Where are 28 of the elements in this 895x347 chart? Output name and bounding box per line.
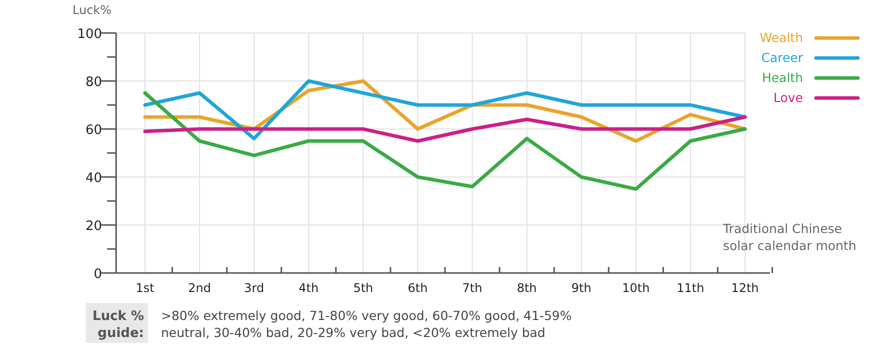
x-tick-label: 2nd: [188, 281, 211, 295]
y-tick-label: 40: [86, 171, 102, 186]
y-tick-label: 60: [86, 123, 102, 138]
legend-label: Wealth: [760, 30, 803, 45]
legend-label: Health: [762, 70, 803, 85]
text: Luck % guide:: [92, 309, 144, 341]
x-tick-label: 6th: [408, 281, 428, 295]
x-tick-label: 3rd: [244, 281, 264, 295]
legend-label: Career: [761, 50, 804, 65]
x-tick-label: 4th: [298, 281, 319, 295]
y-tick-label: 80: [86, 75, 102, 90]
x-tick-label: 5th: [353, 281, 374, 295]
text: >80% extremely good, 71-80% very good, 60-70% good, 41-59% neutral, 30-40% bad, 20-29% very bad, <20% extremely bad: [161, 308, 572, 340]
y-tick-label: 100: [77, 27, 102, 42]
x-tick-label: 1st: [136, 281, 155, 295]
y-tick-label: 0: [94, 267, 102, 282]
x-tick-label: 9th: [571, 281, 592, 295]
x-axis-title: Traditional Chinese solar calendar month: [722, 221, 856, 253]
x-tick-label: 7th: [462, 281, 482, 295]
x-tick-label: 12th: [731, 281, 759, 295]
line-series: [143, 115, 747, 143]
x-tick-label: 8th: [516, 281, 537, 295]
x-tick-label: 10th: [622, 281, 650, 295]
line-series: [143, 91, 747, 191]
y-axis-title: Luck%: [72, 3, 112, 17]
legend-label: Love: [774, 90, 804, 105]
x-tick-label: 11th: [676, 281, 704, 295]
y-tick-label: 20: [86, 219, 102, 234]
